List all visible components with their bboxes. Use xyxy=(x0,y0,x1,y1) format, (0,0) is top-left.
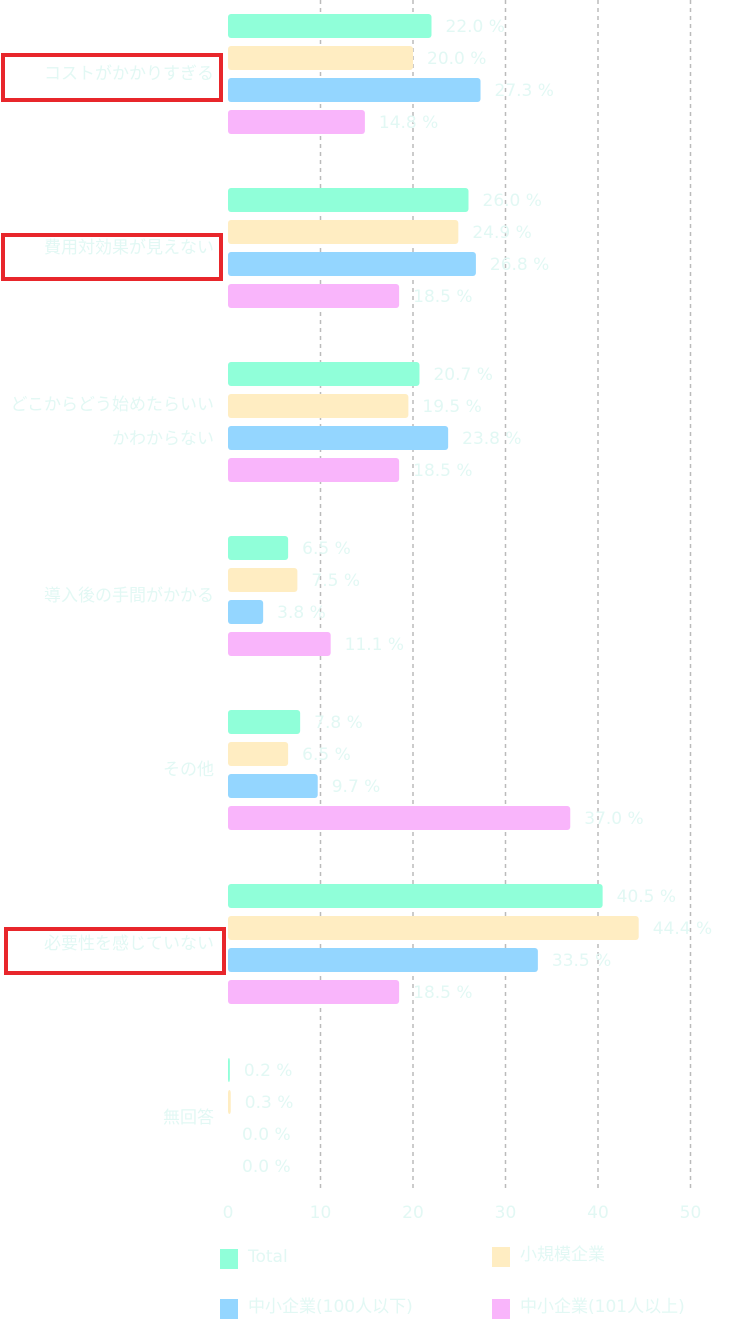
bar xyxy=(228,1090,231,1114)
category-label: 費用対効果が見えない xyxy=(44,238,214,258)
value-label: 6.5 % xyxy=(302,539,351,559)
value-label: 23.8 % xyxy=(462,429,521,449)
bar xyxy=(228,188,469,212)
bar xyxy=(228,632,331,656)
category-label: 必要性を感じていない xyxy=(44,934,214,954)
value-label: 20.0 % xyxy=(427,49,486,69)
highlight-box xyxy=(1,233,223,281)
bar xyxy=(228,774,318,798)
bar xyxy=(228,284,400,308)
bar xyxy=(228,394,409,418)
bar xyxy=(228,46,413,70)
legend-label: Total xyxy=(247,1247,288,1267)
value-label: 22.0 % xyxy=(446,17,505,37)
bar xyxy=(228,252,476,276)
bar xyxy=(228,710,301,734)
value-label: 19.5 % xyxy=(422,397,481,417)
value-label: 18.5 % xyxy=(413,287,472,307)
value-label: 18.5 % xyxy=(413,461,472,481)
legend-label: 中小企業(101人以上) xyxy=(520,1297,685,1317)
value-label: 20.7 % xyxy=(433,365,492,385)
value-label: 7.8 % xyxy=(314,713,363,733)
bar xyxy=(228,536,289,560)
bar xyxy=(228,1058,230,1082)
bar xyxy=(228,220,459,244)
value-label: 0.0 % xyxy=(242,1157,291,1177)
value-label: 7.5 % xyxy=(311,571,360,591)
bar xyxy=(228,916,639,940)
value-label: 37.0 % xyxy=(584,809,643,829)
value-label: 18.5 % xyxy=(413,983,472,1003)
value-label: 0.2 % xyxy=(244,1061,293,1081)
bar xyxy=(228,600,264,624)
bar xyxy=(228,568,298,592)
category-label: コストがかかりすぎる xyxy=(44,64,214,84)
bar xyxy=(228,806,571,830)
highlight-box xyxy=(1,53,223,102)
value-label: 33.5 % xyxy=(552,951,611,971)
category-label: 導入後の手間がかかる xyxy=(44,586,214,606)
x-tick-label: 30 xyxy=(495,1203,517,1223)
bar xyxy=(228,110,365,134)
value-label: 14.8 % xyxy=(379,113,438,133)
bar xyxy=(228,426,449,450)
bar xyxy=(228,458,400,482)
bar xyxy=(228,14,432,38)
legend-label: 中小企業(100人以下) xyxy=(248,1297,413,1317)
x-tick-label: 20 xyxy=(402,1203,424,1223)
value-label: 26.0 % xyxy=(483,191,542,211)
legend-swatch xyxy=(492,1299,510,1319)
bar xyxy=(228,948,538,972)
legend-label: 小規模企業 xyxy=(520,1245,605,1265)
value-label: 0.0 % xyxy=(242,1125,291,1145)
value-label: 27.3 % xyxy=(495,81,554,101)
category-label: 無回答 xyxy=(163,1108,214,1128)
category-label: その他 xyxy=(163,760,214,780)
bar xyxy=(228,362,420,386)
legend-swatch xyxy=(492,1247,510,1267)
legend-swatch xyxy=(220,1299,238,1319)
bar xyxy=(228,884,603,908)
x-tick-label: 40 xyxy=(587,1203,609,1223)
legend-swatch xyxy=(220,1249,238,1269)
bar xyxy=(228,742,289,766)
value-label: 11.1 % xyxy=(345,635,404,655)
x-tick-label: 50 xyxy=(680,1203,702,1223)
value-label: 40.5 % xyxy=(617,887,676,907)
bar xyxy=(228,78,481,102)
highlight-box xyxy=(4,927,226,975)
category-label: どこからどう始めたらいいかわからない xyxy=(10,395,215,449)
value-label: 24.9 % xyxy=(472,223,531,243)
bar xyxy=(228,980,400,1004)
value-label: 26.8 % xyxy=(490,255,549,275)
value-label: 3.8 % xyxy=(277,603,326,623)
x-tick-label: 10 xyxy=(310,1203,332,1223)
value-label: 0.3 % xyxy=(245,1093,294,1113)
value-label: 44.4 % xyxy=(653,919,712,939)
x-tick-label: 0 xyxy=(223,1203,234,1223)
value-label: 6.5 % xyxy=(302,745,351,765)
value-label: 9.7 % xyxy=(332,777,381,797)
